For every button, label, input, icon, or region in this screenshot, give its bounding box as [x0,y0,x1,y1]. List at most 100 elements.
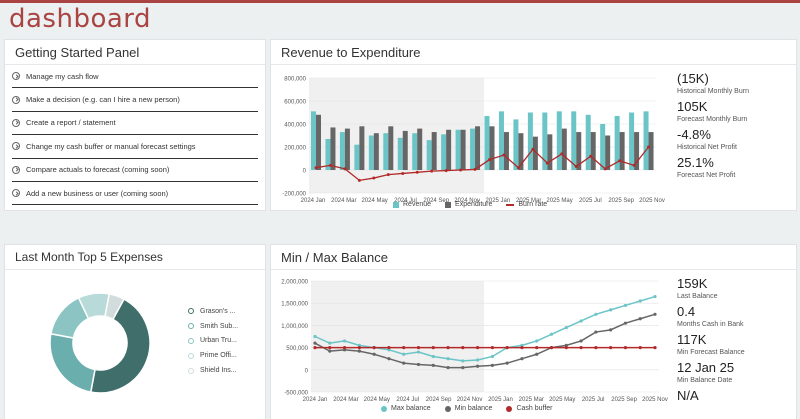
burn-rate-point [589,154,593,158]
x-tick-label: 2024 May [364,397,390,403]
item-label: Compare actuals to forecast (coming soon… [26,165,170,175]
min-balance-point [446,365,450,370]
legend-dot [188,352,194,359]
y-tick-label: 200,000 [284,146,306,152]
expenses-legend: Grason's ... Smith Sub... Urban Tru... P… [188,304,238,378]
legend-burn-rate[interactable]: Burn rate [506,201,547,208]
max-balance-point [549,332,554,336]
getting-started-item[interactable]: Compare actuals to forecast (coming soon… [12,159,258,182]
y-tick-label: -500,000 [284,391,308,397]
stat-label: Forecast Net Profit [677,172,736,179]
x-tick-label: 2025 Jul [582,397,605,403]
getting-started-item[interactable]: Make a decision (e.g. can I hire a new p… [12,88,258,112]
bar-revenue [397,137,403,170]
min-balance-point [416,362,421,367]
bar-revenue [527,112,533,170]
legend-revenue[interactable]: Revenue [393,201,431,208]
x-tick-label: 2025 Jan [486,198,511,204]
y-tick-label: 400,000 [284,123,306,129]
bar-expenditure [590,132,596,170]
cash-buffer-point [357,346,361,350]
x-tick-label: 2024 Mar [333,397,358,403]
legend-item[interactable]: Smith Sub... [188,319,238,334]
cash-buffer-point [505,346,509,350]
bar-revenue [383,133,389,170]
burn-rate-point [603,167,607,171]
legend-dot [188,367,194,374]
stat-value: (15K) [677,71,709,86]
min-balance-point [653,312,657,316]
x-tick-label: 2025 Jul [579,198,602,204]
getting-started-item[interactable]: Create a report / statement [12,112,258,136]
legend-label: Burn rate [518,201,548,208]
x-tick-label: 2024 Jul [394,198,417,204]
cash-buffer-point [431,346,435,350]
panel-title: Revenue to Expenditure [271,40,796,65]
cash-buffer-point [549,346,554,350]
max-balance-point [490,354,494,359]
x-tick-label: 2025 Mar [519,397,544,403]
legend-item[interactable]: Shield Ins... [188,363,238,378]
max-balance-point [416,350,421,354]
top-accent-bar [0,0,800,3]
getting-started-item[interactable]: Manage my cash flow [12,65,258,89]
max-balance-point [402,352,406,356]
stat-label: Min Balance Date [677,377,733,384]
legend-item[interactable]: Prime Offi... [188,348,238,363]
panel-title: Last Month Top 5 Expenses [5,245,265,270]
max-balance-point [461,359,465,363]
cash-buffer-point [446,346,450,350]
burn-rate-point [459,168,463,172]
item-label: Make a decision (e.g. can I hire a new p… [26,95,180,105]
burn-rate-point [488,158,491,162]
legend-expenditure[interactable]: Expenditure [445,201,492,208]
x-tick-label: 2025 Nov [639,198,665,204]
min-balance-point [357,349,361,353]
min-balance-point [476,364,480,368]
balance-stats: 159K Last Balance 0.4 Months Cash in Bank … [677,276,797,403]
bar-revenue [513,119,519,170]
panel-title: Getting Started Panel [5,40,265,65]
balance-panel: Min / Max Balance 2,000,000 1,500,000 1,00… [270,244,797,419]
x-tick-label: 2024 Nov [454,198,480,204]
cash-buffer-point [609,346,613,350]
panel-title: Min / Max Balance [271,245,796,270]
item-label: Manage my cash flow [26,71,99,81]
min-balance-point [609,328,613,332]
getting-started-item[interactable]: Add a new business or user (coming soon) [12,182,258,206]
min-balance-point [342,348,347,352]
legend-dot [188,308,194,315]
y-tick-label: 2,000,000 [281,280,308,286]
item-label: Add a new business or user (coming soon) [26,188,169,198]
stat-label: Historical Net Profit [677,144,737,151]
legend-cash-buffer[interactable]: Cash buffer [506,405,553,412]
x-tick-label: 2024 Mar [331,198,356,204]
burn-rate-point [502,153,506,157]
legend-label: Grason's ... [200,307,236,315]
x-tick-label: 2024 Jan [303,397,328,403]
bar-expenditure [330,127,336,170]
x-tick-label: 2024 May [361,198,387,204]
max-balance-point [535,339,539,343]
legend-item[interactable]: Urban Tru... [188,334,238,349]
burn-rate-line [315,146,650,182]
x-tick-label: 2025 Mar [516,198,541,204]
legend-min-balance[interactable]: Min balance [444,405,492,412]
balance-chart: 2,000,000 1,500,000 1,000,000 500,000 0 -500,… [281,280,668,404]
max-balance-point [387,348,391,352]
bar-expenditure [576,132,582,170]
x-tick-label: 2025 Jan [488,397,513,403]
cash-buffer-point [594,346,598,350]
getting-started-item[interactable]: Change my cash buffer or manual forecast… [12,135,258,159]
legend-max-balance[interactable]: Max balance [381,405,431,412]
burn-rate-point [343,167,347,171]
legend-swatch [506,203,515,206]
bar-expenditure [316,114,321,170]
legend-item[interactable]: Grason's ... [188,304,238,319]
min-balance-point [387,357,391,361]
y-tick-label: 1,500,000 [281,302,308,308]
stat-value: -4.8% [677,127,711,142]
legend-swatch [393,201,399,208]
revenue-legend: Revenue Expenditure Burn rate [393,201,547,208]
burn-rate-point [531,147,535,151]
